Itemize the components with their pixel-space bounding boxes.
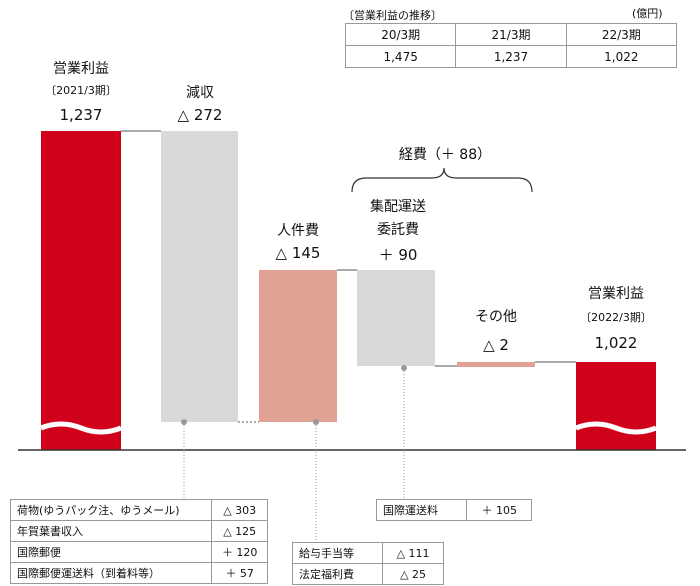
revenue-detail-table: 荷物(ゆうパック注、ゆうメール) △ 303 年賀葉書収入 △ 125 国際郵便… — [9, 499, 268, 584]
personnel-value: △ 145 — [275, 244, 321, 262]
expense-group-label: 経費（＋ 88） — [398, 147, 492, 163]
table-row: 荷物(ゆうパック注、ゆうメール) △ 303 — [9, 499, 268, 521]
trend-header: 22/3期 — [565, 23, 678, 46]
trend-header: 21/3期 — [455, 23, 567, 46]
end-period-text: 2022/3期 — [591, 311, 641, 324]
detail-value: △ 125 — [211, 520, 268, 542]
axis-break-wave — [575, 421, 657, 435]
outsourcing-value: ＋ 90 — [378, 246, 418, 264]
bracket-left: 〔 — [45, 84, 57, 97]
end-title: 営業利益 — [588, 286, 644, 302]
personnel-detail-table: 給与手当等 △ 111 法定福利費 △ 25 — [291, 542, 444, 585]
other-value: △ 2 — [483, 336, 509, 354]
detail-value: ＋ 105 — [466, 499, 532, 521]
detail-label: 年賀葉書収入 — [9, 520, 213, 542]
bracket-right: 〕 — [105, 84, 117, 97]
start-period: 〔2021/3期〕 — [36, 82, 126, 98]
detail-value: ＋ 57 — [211, 562, 268, 584]
detail-label: 国際運送料 — [375, 499, 468, 521]
end-value: 1,022 — [594, 334, 638, 352]
table-row: 国際郵便 ＋ 120 — [9, 541, 268, 563]
bar-0 — [41, 131, 121, 450]
start-title: 営業利益 — [53, 61, 109, 77]
end-period: 〔2022/3期〕 — [571, 309, 661, 325]
trend-value: 1,475 — [344, 45, 457, 68]
detail-value: ＋ 120 — [211, 541, 268, 563]
revenue-value: △ 272 — [177, 106, 223, 124]
detail-label: 法定福利費 — [291, 563, 384, 585]
table-row: 国際運送料 ＋ 105 — [375, 499, 532, 521]
table-row: 給与手当等 △ 111 — [291, 542, 444, 564]
start-period-text: 2021/3期 — [56, 84, 106, 97]
bracket-right: 〕 — [640, 311, 652, 324]
detail-value: △ 303 — [211, 499, 268, 521]
bar-4 — [457, 362, 535, 367]
unit-label: (億円) — [632, 7, 663, 20]
outsourcing-detail-table: 国際運送料 ＋ 105 — [375, 499, 532, 521]
detail-label: 国際郵便 — [9, 541, 213, 563]
revenue-title: 減収 — [186, 85, 214, 101]
table-row: 国際郵便運送料（到着料等） ＋ 57 — [9, 562, 268, 584]
trend-header: 20/3期 — [344, 23, 457, 46]
detail-value: △ 25 — [382, 563, 444, 585]
bar-2 — [259, 270, 337, 422]
trend-table: 20/3期 21/3期 22/3期 1,475 1,237 1,022 — [344, 23, 678, 68]
detail-value: △ 111 — [382, 542, 444, 564]
table-row: 法定福利費 △ 25 — [291, 563, 444, 585]
detail-label: 荷物(ゆうパック注、ゆうメール) — [9, 499, 213, 521]
start-value: 1,237 — [59, 106, 103, 124]
other-title: その他 — [475, 309, 517, 325]
detail-label: 給与手当等 — [291, 542, 384, 564]
expense-brace — [351, 167, 533, 193]
outsourcing-title-1: 集配運送 — [370, 199, 426, 215]
bar-3 — [357, 270, 435, 366]
outsourcing-title-2: 委託費 — [377, 222, 419, 238]
bar-5 — [576, 362, 656, 450]
bracket-left: 〔 — [580, 311, 592, 324]
axis-break-wave — [40, 421, 122, 435]
trend-value: 1,237 — [455, 45, 567, 68]
personnel-title: 人件費 — [277, 223, 319, 239]
trend-title: 〔営業利益の推移〕 — [343, 9, 442, 22]
table-row: 年賀葉書収入 △ 125 — [9, 520, 268, 542]
bar-1 — [161, 131, 238, 422]
trend-value: 1,022 — [565, 45, 678, 68]
detail-label: 国際郵便運送料（到着料等） — [9, 562, 213, 584]
